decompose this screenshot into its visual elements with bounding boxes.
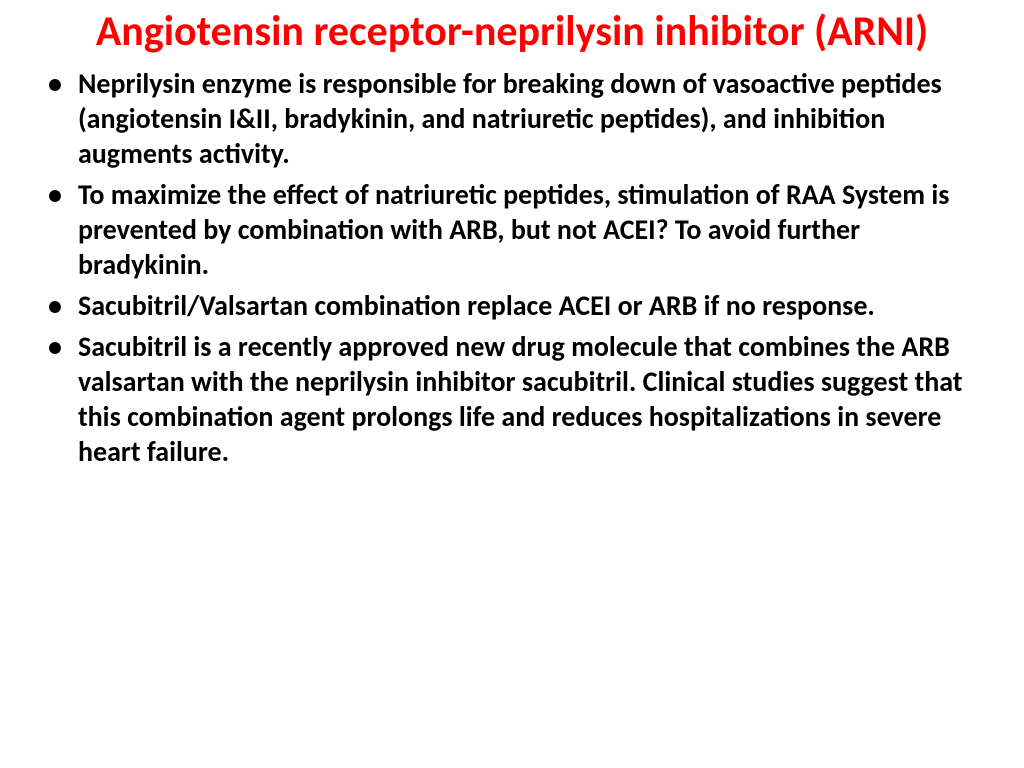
bullet-item: • Sacubitril/Valsartan combination repla… bbox=[40, 288, 984, 323]
bullet-text: To maximize the effect of natriuretic pe… bbox=[78, 177, 984, 282]
bullet-item: • To maximize the effect of natriuretic … bbox=[40, 177, 984, 282]
bullet-marker-icon: • bbox=[48, 177, 62, 212]
bullet-marker-icon: • bbox=[48, 66, 62, 101]
slide-title: Angiotensin receptor-neprilysin inhibito… bbox=[40, 8, 984, 56]
bullet-text: Neprilysin enzyme is responsible for bre… bbox=[78, 66, 984, 171]
bullet-list: • Neprilysin enzyme is responsible for b… bbox=[40, 66, 984, 469]
bullet-item: • Sacubitril is a recently approved new … bbox=[40, 329, 984, 469]
bullet-text: Sacubitril/Valsartan combination replace… bbox=[78, 288, 984, 323]
bullet-item: • Neprilysin enzyme is responsible for b… bbox=[40, 66, 984, 171]
bullet-marker-icon: • bbox=[48, 288, 62, 323]
bullet-marker-icon: • bbox=[48, 329, 62, 364]
slide-container: Angiotensin receptor-neprilysin inhibito… bbox=[0, 0, 1024, 768]
bullet-text: Sacubitril is a recently approved new dr… bbox=[78, 329, 984, 469]
